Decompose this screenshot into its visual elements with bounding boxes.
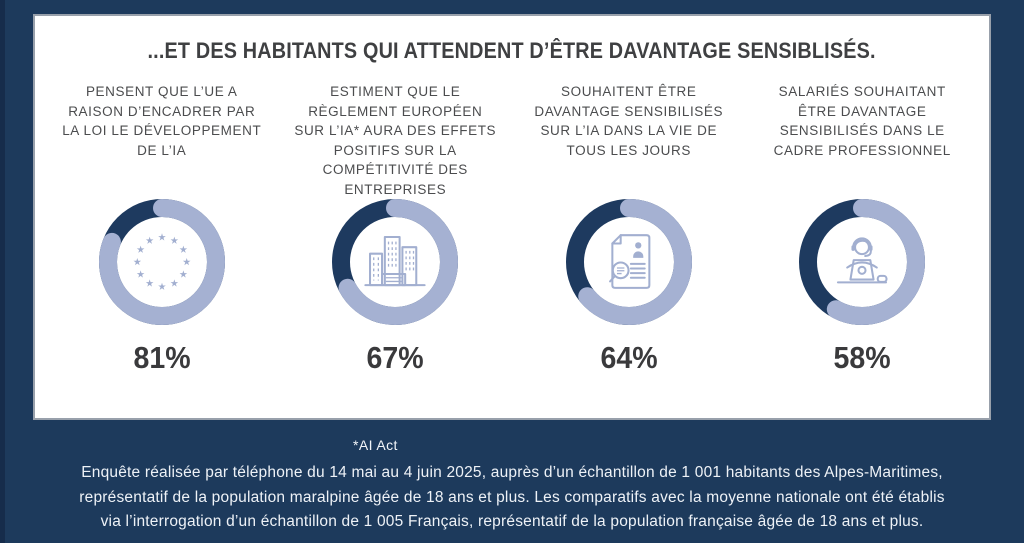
donut-ring	[332, 199, 459, 325]
donut-icon-area	[353, 220, 437, 304]
donut-value-arc	[98, 199, 225, 325]
donut-chart	[331, 198, 459, 326]
donut-icon-area	[587, 220, 671, 304]
donut-chart	[798, 198, 926, 326]
stat-column-business-competitiveness: ESTIMENT QUE LE RÈGLEMENT EUROPÉEN SUR L…	[279, 82, 513, 376]
left-edge-strip	[0, 0, 5, 543]
stat-label: ESTIMENT QUE LE RÈGLEMENT EUROPÉEN SUR L…	[294, 84, 497, 197]
percent-value: 58%	[833, 340, 891, 375]
stat-label: PENSENT QUE L’UE A RAISON D’ENCADRER PAR…	[62, 84, 262, 158]
stat-column-workplace-awareness: SALARIÉS SOUHAITANT ÊTRE DAVANTAGE SENSI…	[746, 82, 980, 376]
donut-value-arc	[799, 199, 926, 325]
percent-value: 64%	[600, 340, 658, 375]
buildings-icon	[364, 236, 426, 287]
donut-icon-area	[120, 220, 204, 304]
donut-value-arc	[332, 199, 459, 325]
donut-ring	[565, 199, 692, 325]
eu-stars-icon	[133, 233, 191, 290]
percent-value: 67%	[366, 340, 424, 375]
donut-ring	[799, 199, 926, 325]
footnote-ai-act: *AI Act	[353, 437, 398, 453]
donut-chart	[565, 198, 693, 326]
survey-line-3: via l’interrogation d’un échantillon de …	[100, 513, 924, 530]
stat-label: SOUHAITENT ÊTRE DAVANTAGE SENSIBILISÉS S…	[534, 84, 724, 158]
survey-methodology-text: Enquête réalisée par téléphone du 14 mai…	[0, 461, 1024, 535]
stat-label: SALARIÉS SOUHAITANT ÊTRE DAVANTAGE SENSI…	[773, 84, 951, 158]
donut-chart	[98, 198, 226, 326]
document-search-icon	[608, 234, 651, 289]
donut-ring	[98, 199, 225, 325]
page-title: ...ET DES HABITANTS QUI ATTENDENT D’ÊTRE…	[35, 38, 989, 64]
donut-value-arc	[565, 199, 692, 325]
survey-line-2: représentatif de la population maralpine…	[79, 488, 945, 506]
percent-value: 81%	[133, 340, 191, 375]
person-laptop-icon	[837, 237, 888, 284]
stat-column-daily-life-awareness: SOUHAITENT ÊTRE DAVANTAGE SENSIBILISÉS S…	[512, 82, 746, 376]
donut-icon-area	[820, 220, 904, 304]
stat-columns: PENSENT QUE L’UE A RAISON D’ENCADRER PAR…	[35, 82, 989, 376]
stat-column-eu-regulation: PENSENT QUE L’UE A RAISON D’ENCADRER PAR…	[45, 82, 279, 376]
page-title-text: ...ET DES HABITANTS QUI ATTENDENT D’ÊTRE…	[147, 38, 877, 63]
survey-line-1: Enquête réalisée par téléphone du 14 mai…	[81, 464, 943, 481]
info-card: ...ET DES HABITANTS QUI ATTENDENT D’ÊTRE…	[33, 14, 991, 420]
